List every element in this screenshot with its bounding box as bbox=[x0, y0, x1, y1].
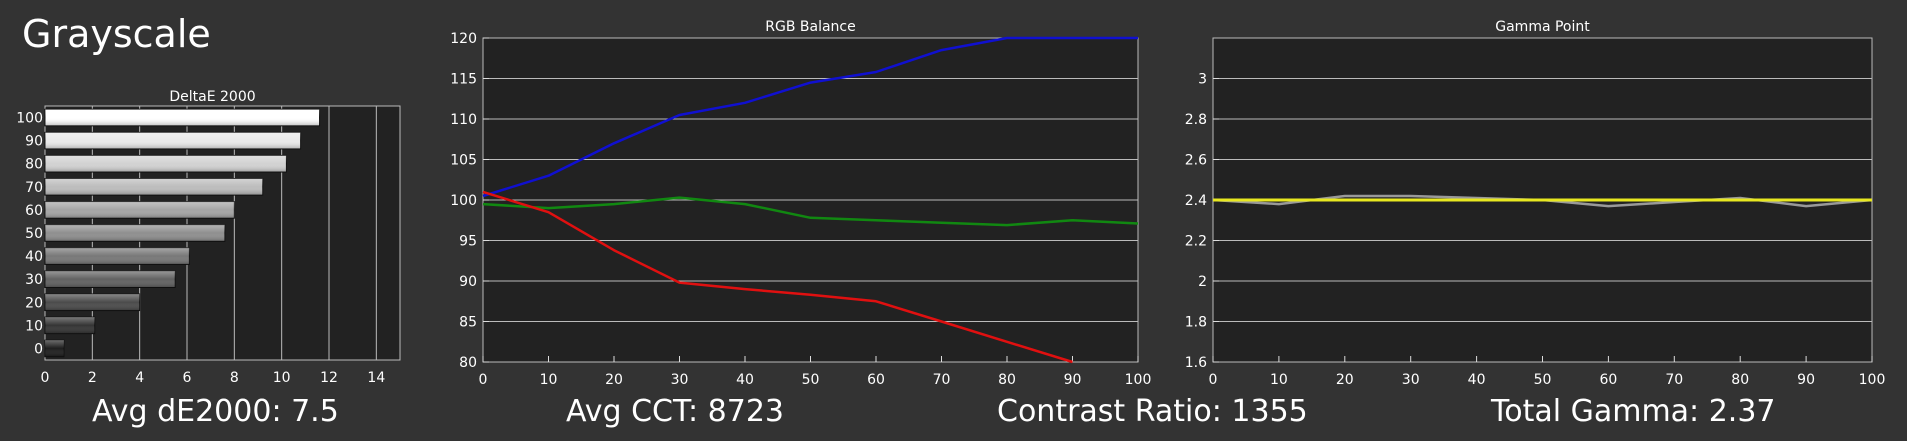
deltae-x-tick-label: 8 bbox=[230, 370, 239, 386]
page-title: Grayscale bbox=[22, 12, 211, 56]
deltae-x-tick-label: 0 bbox=[41, 370, 50, 386]
rgb-y-tick-label: 95 bbox=[459, 234, 477, 250]
rgb-y-tick-label: 100 bbox=[450, 193, 477, 209]
deltae-x-tick-label: 14 bbox=[367, 370, 385, 386]
rgb-x-tick-label: 20 bbox=[605, 372, 623, 388]
total-gamma-stat: Total Gamma: 2.37 bbox=[1491, 394, 1776, 429]
gamma-x-tick-label: 60 bbox=[1599, 372, 1617, 388]
deltae-bar-shine bbox=[45, 317, 95, 334]
rgb-x-tick-label: 0 bbox=[479, 372, 488, 388]
deltae-bar-shine bbox=[45, 247, 190, 265]
rgb-series-line bbox=[482, 196, 1139, 227]
deltae-bar-shine bbox=[45, 132, 301, 149]
gamma-x-tick-label: 30 bbox=[1402, 372, 1420, 388]
deltae-y-tick-label: 60 bbox=[25, 203, 43, 219]
deltae-bar-shine bbox=[45, 178, 263, 196]
deltae-x-tick-label: 4 bbox=[135, 370, 144, 386]
rgb-series-line bbox=[482, 190, 1073, 364]
deltae-chart-title: DeltaE 2000 bbox=[169, 89, 255, 105]
avg-de2000-stat: Avg dE2000: 7.5 bbox=[92, 394, 339, 429]
rgb-balance-chart-title: RGB Balance bbox=[765, 19, 855, 35]
gamma-y-tick-label: 3 bbox=[1198, 72, 1207, 88]
rgb-x-tick-label: 90 bbox=[1064, 372, 1082, 388]
gamma-x-tick-label: 10 bbox=[1270, 372, 1288, 388]
gamma-y-tick-label: 2 bbox=[1198, 274, 1207, 290]
gamma-x-tick-label: 50 bbox=[1534, 372, 1552, 388]
gamma-x-tick-label: 100 bbox=[1859, 372, 1886, 388]
deltae-bar-shine bbox=[45, 109, 320, 126]
gamma-x-tick-label: 90 bbox=[1797, 372, 1815, 388]
deltae-bar-shine bbox=[45, 201, 235, 219]
contrast-ratio-stat: Contrast Ratio: 1355 bbox=[997, 394, 1308, 429]
avg-cct-stat: Avg CCT: 8723 bbox=[566, 394, 785, 429]
gamma-y-tick-label: 2.2 bbox=[1185, 234, 1207, 250]
deltae-x-tick-label: 12 bbox=[320, 370, 338, 386]
rgb-y-tick-label: 85 bbox=[459, 315, 477, 331]
gamma-x-tick-label: 80 bbox=[1731, 372, 1749, 388]
gamma-x-tick-label: 0 bbox=[1209, 372, 1218, 388]
deltae-y-tick-label: 0 bbox=[34, 341, 43, 357]
deltae-bar-shine bbox=[45, 155, 287, 173]
deltae-y-tick-label: 100 bbox=[16, 111, 43, 127]
gamma-y-tick-label: 2.4 bbox=[1185, 193, 1207, 209]
deltae-y-tick-label: 70 bbox=[25, 180, 43, 196]
deltae-x-tick-label: 10 bbox=[273, 370, 291, 386]
gamma-y-tick-label: 2.6 bbox=[1185, 153, 1207, 169]
gamma-x-tick-label: 70 bbox=[1665, 372, 1683, 388]
gamma-y-tick-label: 1.6 bbox=[1185, 355, 1207, 371]
deltae-y-tick-label: 40 bbox=[25, 249, 43, 265]
rgb-x-tick-label: 50 bbox=[802, 372, 820, 388]
deltae-y-tick-label: 30 bbox=[25, 272, 43, 288]
rgb-y-tick-label: 90 bbox=[459, 274, 477, 290]
gamma-y-tick-label: 2.8 bbox=[1185, 112, 1207, 128]
deltae-bar-shine bbox=[45, 340, 64, 357]
gamma-x-tick-label: 40 bbox=[1468, 372, 1486, 388]
rgb-y-tick-label: 105 bbox=[450, 153, 477, 169]
rgb-y-tick-label: 115 bbox=[450, 72, 477, 88]
rgb-x-tick-label: 40 bbox=[736, 372, 754, 388]
rgb-y-tick-label: 120 bbox=[450, 31, 477, 47]
rgb-x-tick-label: 100 bbox=[1125, 372, 1152, 388]
rgb-x-tick-label: 60 bbox=[867, 372, 885, 388]
deltae-y-tick-label: 20 bbox=[25, 295, 43, 311]
rgb-x-tick-label: 70 bbox=[933, 372, 951, 388]
deltae-y-tick-label: 10 bbox=[25, 318, 43, 334]
deltae-y-tick-label: 80 bbox=[25, 157, 43, 173]
deltae-bar-shine bbox=[45, 270, 176, 288]
rgb-x-tick-label: 30 bbox=[671, 372, 689, 388]
gamma-chart-title: Gamma Point bbox=[1495, 19, 1590, 35]
deltae-bar-shine bbox=[45, 293, 140, 311]
rgb-x-tick-label: 80 bbox=[998, 372, 1016, 388]
gamma-x-tick-label: 20 bbox=[1336, 372, 1354, 388]
deltae-y-tick-label: 50 bbox=[25, 226, 43, 242]
deltae-bar-shine bbox=[45, 224, 225, 242]
deltae-y-tick-label: 90 bbox=[25, 134, 43, 150]
deltae-x-tick-label: 6 bbox=[183, 370, 192, 386]
rgb-y-tick-label: 110 bbox=[450, 112, 477, 128]
rgb-series-line bbox=[482, 36, 1138, 198]
gamma-y-tick-label: 1.8 bbox=[1185, 315, 1207, 331]
deltae-x-tick-label: 2 bbox=[88, 370, 97, 386]
rgb-y-tick-label: 80 bbox=[459, 355, 477, 371]
rgb-x-tick-label: 10 bbox=[540, 372, 558, 388]
